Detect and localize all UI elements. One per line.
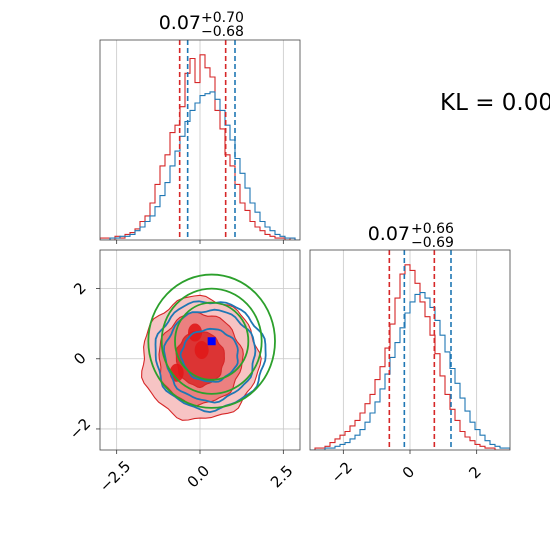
joint-panel: −2.5 0.0 2.5 −2 0 2 [66, 249, 301, 496]
joint-ytick-label-1: 0 [70, 349, 89, 368]
marginal-x-quantile-lines [178, 40, 236, 240]
marginal-y-hist-series-0 [310, 264, 510, 450]
joint-contour-2-0 [147, 273, 276, 409]
marginal-y-tick-label-2: 2 [465, 463, 484, 482]
marginal-x-title: 0.07 [159, 12, 201, 34]
marginal-x-panel: 0.07 +0.70 −0.68 [99, 10, 301, 244]
joint-xtick-label-2: 2.5 [267, 462, 297, 492]
marginal-x-title-value: 0.07 [159, 12, 201, 34]
marginal-x-ticks [116, 240, 284, 244]
joint-contour-1-1 [163, 308, 257, 404]
marginal-y-title: 0.07 [368, 223, 410, 245]
joint-truth-marker [207, 337, 216, 346]
joint-contours [141, 273, 276, 421]
marginal-y-tick-label-0: −2 [328, 458, 356, 486]
marginal-y-histograms [310, 264, 510, 450]
joint-xtick-label-1: 0.0 [184, 462, 214, 492]
marginal-x-title-sup: +0.70 [201, 10, 244, 26]
marginal-x-hist-series-1 [100, 91, 300, 240]
joint-ytick-label-2: 2 [70, 279, 89, 298]
marginal-x-histograms [100, 54, 300, 240]
joint-density-peak-2 [194, 341, 209, 359]
marginal-y-quantile-lines [388, 250, 452, 450]
marginal-y-title-sub: −0.69 [411, 235, 454, 251]
joint-xtick-label-0: −2.5 [96, 457, 134, 495]
marginal-x-title-sub: −0.68 [201, 24, 244, 40]
joint-contour-2-1 [160, 287, 263, 395]
marginal-y-title-sup: +0.66 [411, 221, 454, 237]
marginal-y-panel: −2 0 2 0.07 +0.66 −0.69 [309, 221, 511, 487]
marginal-y-ticks: −2 0 2 [328, 450, 485, 487]
joint-contour-2-2 [174, 301, 250, 381]
marginal-y-tick-label-1: 0 [399, 463, 418, 482]
joint-ytick-label-0: −2 [66, 415, 94, 443]
marginal-y-hist-series-1 [310, 292, 510, 450]
marginal-y-title-value: 0.07 [368, 223, 410, 245]
marginal-y-grid [342, 250, 478, 450]
kl-annotation: KL = 0.00 [440, 90, 550, 116]
